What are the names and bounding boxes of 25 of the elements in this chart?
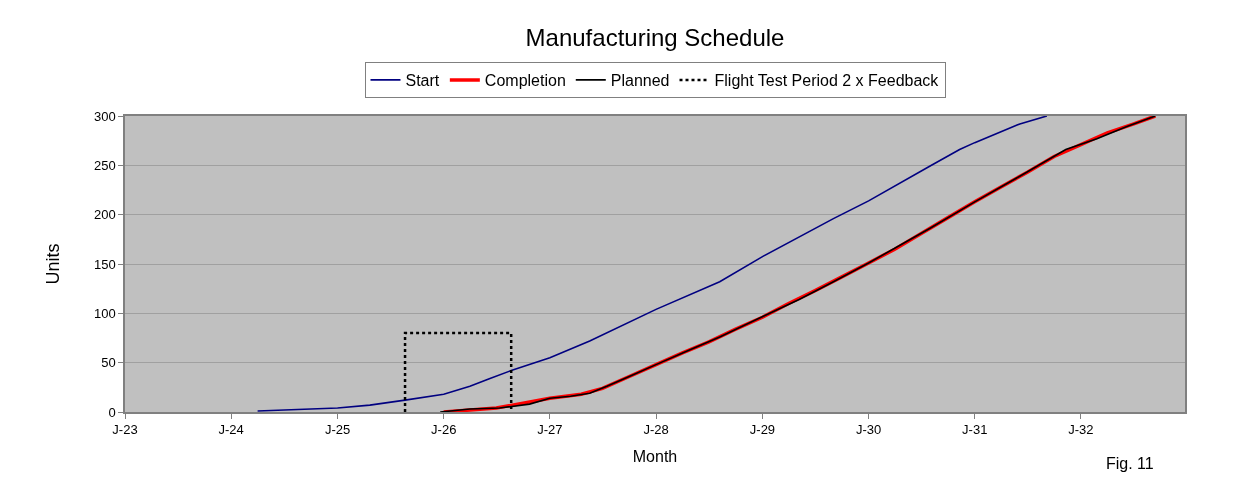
x-axis-title: Month [632, 447, 678, 465]
x-tick-label: J-31 [962, 422, 988, 438]
x-tick-label: J-28 [643, 422, 669, 438]
y-tick-label: 50 [101, 355, 116, 371]
y-axis-title: Units [42, 243, 63, 285]
y-tick-label: 100 [93, 305, 116, 321]
x-tick-label: J-23 [112, 422, 138, 438]
caption: Fig. 11 [1106, 455, 1154, 472]
x-tick-label: J-32 [1068, 422, 1094, 438]
y-tick-label: 150 [93, 256, 116, 272]
x-tick-label: J-25 [324, 422, 351, 438]
legend-label: Planned [610, 72, 670, 90]
y-tick-label: 250 [93, 157, 116, 173]
x-tick-label: J-30 [855, 422, 882, 438]
x-tick-label: J-24 [218, 422, 244, 438]
legend-label: Flight Test Period 2 x Feedback [714, 72, 940, 90]
y-tick-label: 300 [93, 108, 116, 124]
x-tick-label: J-26 [431, 422, 457, 438]
legend-label: Completion [484, 72, 566, 90]
legend-label: Start [405, 72, 440, 90]
chart-title: Manufacturing Schedule [525, 24, 785, 52]
x-tick-label: J-27 [537, 422, 563, 438]
y-tick-label: 200 [93, 207, 116, 223]
x-tick-label: J-29 [749, 422, 776, 438]
y-tick-label: 0 [108, 404, 116, 420]
